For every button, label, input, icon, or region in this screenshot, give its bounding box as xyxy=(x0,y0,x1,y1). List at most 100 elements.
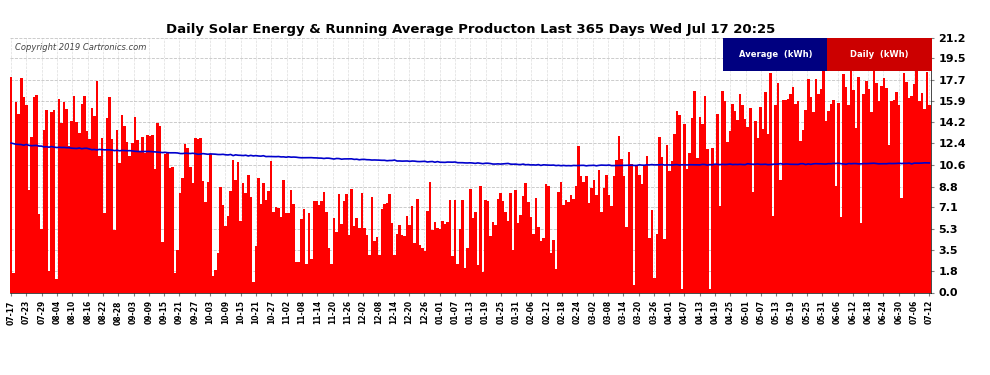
Bar xyxy=(600,212,603,292)
Bar xyxy=(285,213,287,292)
Bar xyxy=(732,104,734,292)
Bar xyxy=(308,213,310,292)
Bar xyxy=(85,131,88,292)
Bar xyxy=(88,139,91,292)
Bar xyxy=(913,84,916,292)
Bar xyxy=(502,201,504,292)
Bar xyxy=(158,126,161,292)
Bar xyxy=(520,215,522,292)
Bar xyxy=(328,248,331,292)
Bar xyxy=(911,96,913,292)
Bar xyxy=(522,196,525,292)
Bar xyxy=(320,201,323,292)
Bar xyxy=(921,93,923,292)
Bar xyxy=(207,182,209,292)
Bar xyxy=(549,253,552,292)
Bar xyxy=(547,186,549,292)
Bar xyxy=(771,216,774,292)
Bar xyxy=(214,270,217,292)
Bar xyxy=(305,264,308,292)
Bar xyxy=(30,137,33,292)
Bar xyxy=(865,81,867,292)
Bar xyxy=(48,271,50,292)
Bar xyxy=(280,217,282,292)
Bar xyxy=(572,199,575,292)
Bar xyxy=(124,126,126,292)
Bar xyxy=(598,170,600,292)
Bar xyxy=(459,228,461,292)
Bar xyxy=(35,95,38,292)
Title: Daily Solar Energy & Running Average Producton Last 365 Days Wed Jul 17 20:25: Daily Solar Energy & Running Average Pro… xyxy=(165,23,775,36)
Bar xyxy=(525,183,527,292)
Bar xyxy=(499,193,502,292)
Bar xyxy=(693,91,696,292)
Bar xyxy=(918,101,921,292)
Bar xyxy=(28,190,30,292)
Bar xyxy=(900,198,903,292)
Bar xyxy=(761,129,764,292)
Bar xyxy=(225,226,227,292)
Bar xyxy=(655,234,658,292)
Bar xyxy=(833,100,835,292)
Bar xyxy=(759,106,761,292)
Bar xyxy=(621,159,623,292)
FancyBboxPatch shape xyxy=(724,38,828,70)
Bar xyxy=(872,38,875,292)
Bar xyxy=(678,114,681,292)
Bar xyxy=(870,112,872,292)
Bar xyxy=(358,228,360,292)
Bar xyxy=(812,112,815,292)
Bar xyxy=(421,248,424,292)
Bar xyxy=(746,127,749,292)
Bar xyxy=(360,193,363,292)
Bar xyxy=(106,118,108,292)
Bar xyxy=(222,205,225,292)
Bar xyxy=(147,135,148,292)
Bar xyxy=(849,68,852,292)
Bar xyxy=(437,228,439,292)
Bar xyxy=(83,96,85,292)
Bar xyxy=(52,110,55,292)
Bar xyxy=(595,195,598,292)
Bar xyxy=(838,103,840,292)
Bar xyxy=(855,128,857,292)
Bar xyxy=(802,130,805,292)
Bar xyxy=(194,138,197,292)
Bar xyxy=(847,105,849,292)
Bar xyxy=(466,248,469,292)
Bar xyxy=(199,138,202,292)
Bar xyxy=(565,200,567,292)
Bar xyxy=(737,120,739,292)
Bar xyxy=(153,170,156,292)
Bar xyxy=(419,245,421,292)
Bar xyxy=(739,94,742,292)
Bar xyxy=(343,201,346,292)
Bar xyxy=(46,110,48,292)
Bar xyxy=(60,123,63,292)
Bar xyxy=(103,213,106,292)
Bar xyxy=(78,134,80,292)
Bar xyxy=(267,191,269,292)
Bar xyxy=(696,158,699,292)
Bar xyxy=(618,136,621,292)
Bar xyxy=(257,178,259,292)
Bar xyxy=(464,268,466,292)
Bar xyxy=(277,209,280,292)
Bar xyxy=(181,178,184,292)
Bar xyxy=(777,83,779,292)
Bar xyxy=(355,218,358,292)
Bar xyxy=(623,176,626,292)
Bar xyxy=(527,202,530,292)
Bar xyxy=(18,114,20,292)
Bar xyxy=(671,161,673,292)
Bar xyxy=(898,105,900,292)
Bar xyxy=(129,156,131,292)
Bar xyxy=(174,273,176,292)
Bar xyxy=(13,273,15,292)
Bar xyxy=(474,212,476,292)
Bar xyxy=(543,238,545,292)
Bar xyxy=(751,192,754,292)
Bar xyxy=(148,136,151,292)
Bar xyxy=(353,226,355,292)
Bar xyxy=(779,180,782,292)
